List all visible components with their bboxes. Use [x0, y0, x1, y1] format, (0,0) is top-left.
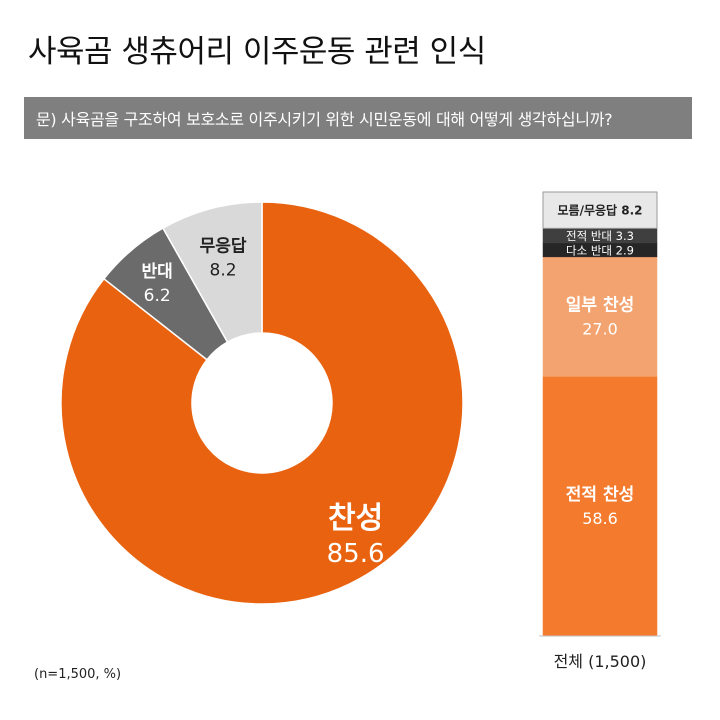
- question-banner: 문) 사육곰을 구조하여 보호소로 이주시키기 위한 시민운동에 대해 어떻게 …: [24, 97, 692, 139]
- donut-slice-label-1: 찬성: [328, 501, 383, 536]
- stack-segment-value-2: 27.0: [582, 320, 618, 339]
- stack-segment-value-1: 58.6: [582, 509, 618, 528]
- stack-segment-5: [542, 191, 658, 229]
- stack-segment-label-4: 전적 반대 3.3: [566, 229, 634, 243]
- stack-segment-label-2: 일부 찬성: [566, 296, 634, 316]
- stack-segment-label-5: 모름/무응답 8.2: [557, 203, 642, 218]
- donut-slice-value-1: 85.6: [327, 539, 385, 569]
- question-text: 문) 사육곰을 구조하여 보호소로 이주시키기 위한 시민운동에 대해 어떻게 …: [36, 110, 613, 129]
- stack-segment-2: [542, 256, 658, 377]
- donut-slice-label-3: 무응답: [200, 236, 247, 256]
- sample-note: (n=1,500, %): [34, 667, 122, 682]
- chart-title: 사육곰 생츄어리 이주운동 관련 인식: [28, 34, 486, 70]
- stack-segment-label-3: 다소 반대 2.9: [566, 243, 634, 257]
- donut-slice-1: [60, 201, 464, 605]
- donut-slice-3: [161, 201, 263, 344]
- stack-segment-label-1: 전적 찬성: [566, 485, 634, 505]
- stack-segment-1: [542, 376, 658, 637]
- donut-slice-value-3: 8.2: [210, 260, 237, 280]
- donut-slice-label-2: 반대: [142, 262, 173, 282]
- stacked-bar-category-label: 전체 (1,500): [553, 652, 647, 671]
- donut-slice-value-2: 6.2: [144, 286, 171, 306]
